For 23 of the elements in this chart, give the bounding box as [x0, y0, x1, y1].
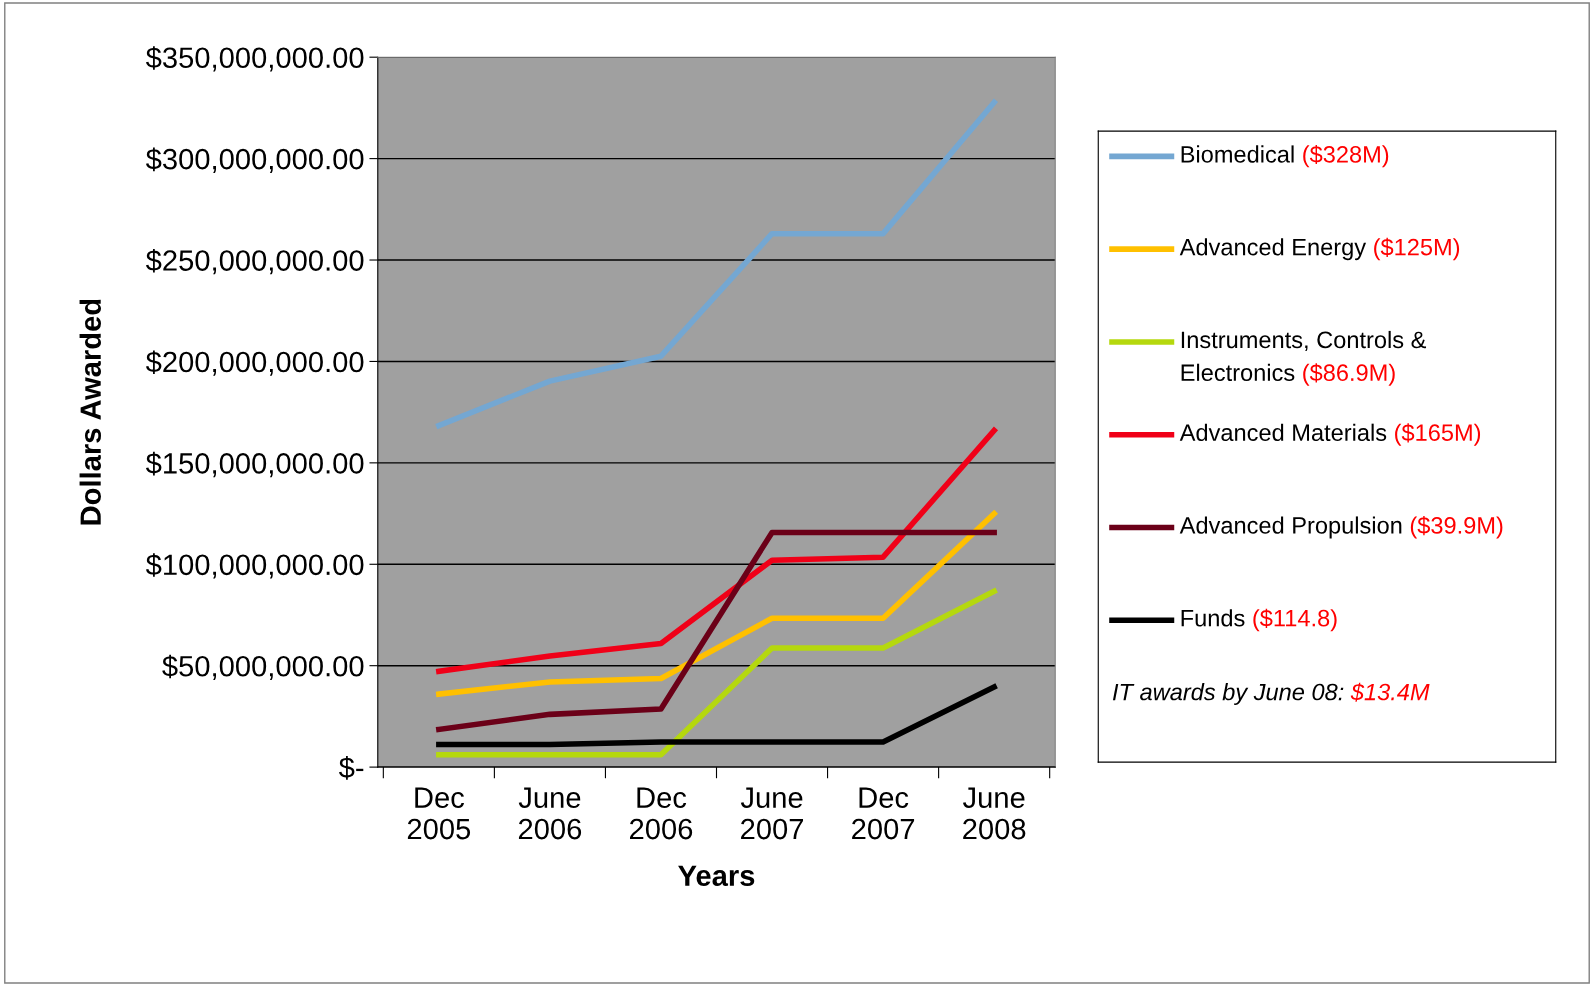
x-tick-label: June 2006 [518, 787, 582, 840]
legend-label: Advanced Materials ($165M) [1179, 423, 1481, 446]
y-tick-label: $200,000,000.00 [145, 350, 364, 376]
y-tick-label: $50,000,000.00 [162, 654, 364, 680]
y-tick-label: $100,000,000.00 [145, 553, 364, 579]
x-tick-label: Dec 2005 [407, 787, 471, 840]
legend-label: Funds ($114.8) [1181, 608, 1337, 632]
x-tick-label: Dec 2007 [852, 787, 915, 840]
y-tick-label: $150,000,000.00 [145, 451, 364, 478]
y-axis-title: Dollars Awarded [79, 299, 101, 525]
legend-label: Advanced Energy ($125M) [1179, 237, 1460, 261]
text: IT awards by June 08: $13.4M [1112, 682, 1430, 706]
x-tick-label: June 2007 [740, 787, 804, 840]
x-axis-title: Years [678, 865, 755, 887]
legend-label: Advanced Propulsion ($39.9M) [1179, 516, 1503, 539]
x-tick-label: Dec 2006 [630, 787, 693, 840]
x-tick-label: June 2008 [962, 787, 1026, 840]
y-tick-label: $350,000,000.00 [145, 46, 364, 72]
legend-label: Biomedical ($328M) [1181, 145, 1389, 168]
y-tick-label: $250,000,000.00 [145, 249, 364, 275]
legend-label: Instruments, Controls & Electronics ($86.9M) [1181, 330, 1427, 386]
y-tick-label: $300,000,000.00 [145, 147, 364, 173]
y-tick-label: $- [338, 756, 364, 780]
